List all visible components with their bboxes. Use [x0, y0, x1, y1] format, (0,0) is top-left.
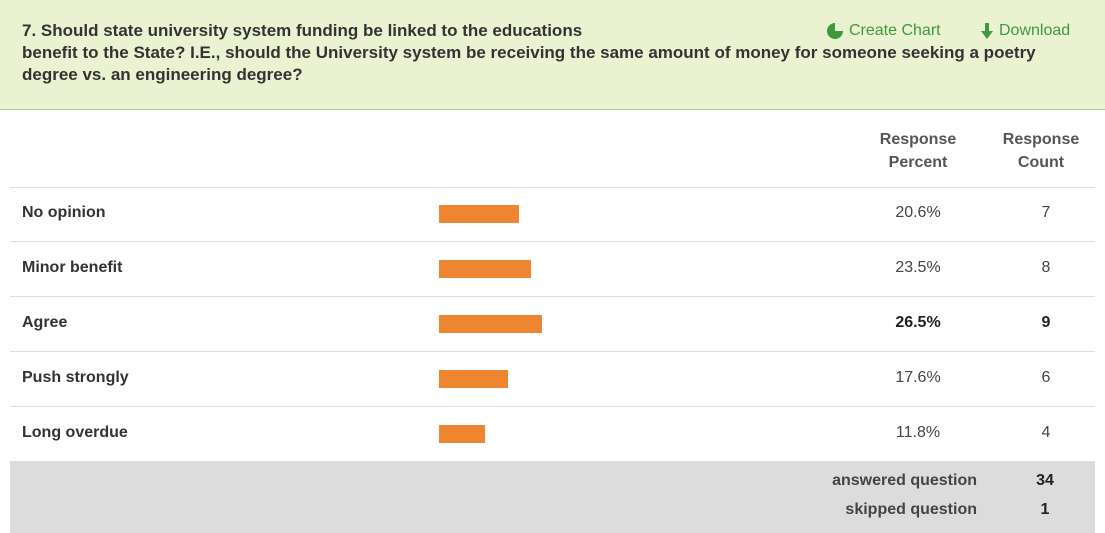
response-percent: 20.6% — [895, 204, 941, 221]
create-chart[interactable]: Create Chart — [826, 22, 941, 40]
pie-icon — [827, 23, 843, 39]
question-header: 7. Should state university system fundin… — [0, 0, 1105, 110]
percent-bar — [439, 370, 508, 388]
answer-label: Agree — [22, 314, 68, 331]
response-count: 9 — [1041, 314, 1051, 331]
response-row: Push strongly 17.6% 6 — [10, 352, 1095, 407]
download[interactable]: Download — [980, 22, 1070, 40]
column-header: Response Count — [1002, 131, 1080, 171]
response-count: 4 — [1041, 424, 1051, 441]
response-count: 8 — [1041, 259, 1051, 276]
response-percent: 11.8% — [895, 424, 941, 441]
response-count: 6 — [1041, 369, 1051, 386]
response-count: 7 — [1041, 204, 1051, 221]
response-percent: 26.5% — [895, 314, 941, 331]
create-chart-label[interactable]: Create Chart — [849, 22, 941, 39]
percent-bar — [439, 425, 486, 443]
answer-label: Long overdue — [22, 424, 128, 441]
footer-label: answered question — [832, 472, 977, 489]
response-row: Long overdue 11.8% 4 — [10, 407, 1095, 462]
response-row: No opinion 20.6% 7 — [10, 187, 1095, 242]
percent-bar — [439, 315, 543, 333]
column-header: Response Percent — [879, 131, 957, 171]
response-percent: 23.5% — [895, 259, 941, 276]
response-percent: 17.6% — [895, 369, 941, 386]
question-title: 7. Should state university system fundin… — [22, 21, 583, 40]
download-icon — [981, 23, 993, 39]
response-row: Minor benefit 23.5% 8 — [10, 242, 1095, 297]
percent-bar — [439, 205, 520, 223]
response-row: Agree 26.5% 9 — [10, 297, 1095, 352]
footer-label: skipped question — [845, 501, 977, 518]
percent-bar — [439, 260, 531, 278]
answer-label: Push strongly — [22, 369, 129, 386]
download-label[interactable]: Download — [999, 22, 1071, 39]
footer-value: 1 — [1040, 501, 1050, 518]
answer-label: Minor benefit — [22, 259, 123, 276]
footer-value: 34 — [1036, 472, 1054, 489]
answer-label: No opinion — [22, 204, 106, 221]
table-footer: answered question 34 skipped question 1 — [10, 462, 1095, 533]
question-title-continued: benefit to the State? I.E., should the U… — [22, 43, 1036, 84]
table-header — [10, 110, 1095, 188]
